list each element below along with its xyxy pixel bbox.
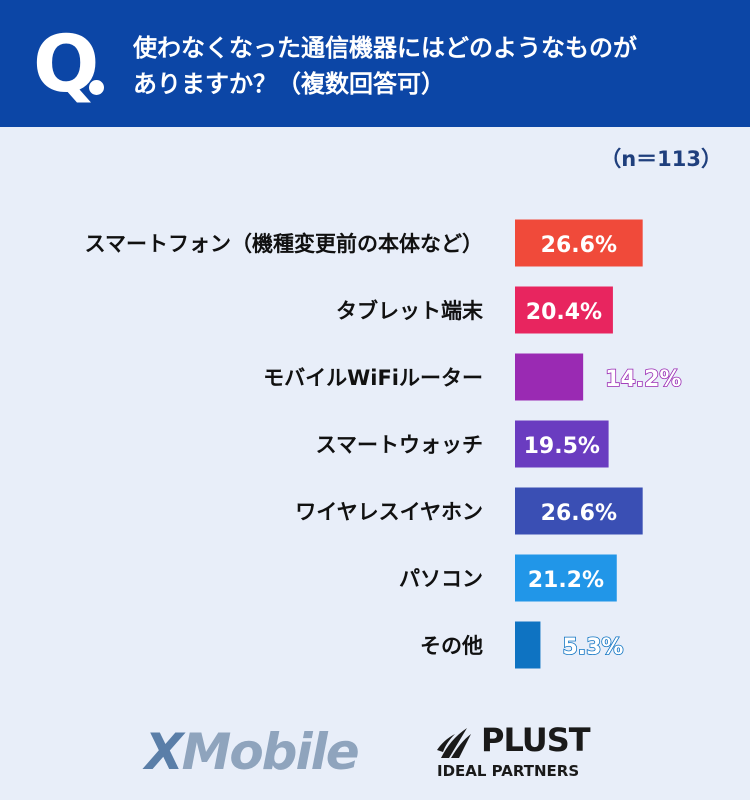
- plust-logo-name: PLUST: [481, 721, 591, 759]
- bar: [515, 621, 541, 669]
- value-label: 14.2%: [605, 367, 681, 392]
- category-label: ワイヤレスイヤホン: [295, 500, 483, 524]
- category-label: パソコン: [399, 567, 483, 591]
- xmobile-logo-text: Mobile: [181, 723, 360, 781]
- plust-leaf-icon: [437, 728, 471, 758]
- category-label: タブレット端末: [336, 299, 484, 323]
- plust-logo-subtitle: IDEAL PARTNERS: [437, 762, 580, 780]
- bar: [515, 286, 613, 334]
- category-label: モバイルWiFiルーター: [263, 366, 483, 390]
- bar: [515, 353, 584, 401]
- value-label: 20.4%: [526, 300, 602, 325]
- question-mark-dot: [89, 80, 104, 95]
- bar: [515, 487, 643, 535]
- bar: [515, 219, 643, 267]
- value-label: 19.5%: [524, 434, 600, 459]
- value-label: 26.6%: [541, 233, 617, 258]
- question-mark-letter: Q: [33, 20, 100, 110]
- category-label: その他: [420, 634, 483, 658]
- value-label: 26.6%: [541, 501, 617, 526]
- question-text: 使わなくなった通信機器にはどのようなものが ありますか？（複数回答可）: [133, 30, 733, 102]
- bar: [515, 554, 617, 602]
- xmobile-logo: XMobile: [145, 723, 360, 781]
- category-label: スマートフォン（機種変更前の本体など）: [85, 232, 483, 256]
- question-header: Q 使わなくなった通信機器にはどのようなものが ありますか？（複数回答可）: [0, 0, 750, 127]
- value-label: 5.3%: [562, 635, 623, 660]
- question-line-1: 使わなくなった通信機器にはどのようなものが: [133, 34, 637, 62]
- bar-chart: スマートフォン（機種変更前の本体など） 26.6% タブレット端末 20.4% モバイル…: [85, 219, 682, 669]
- bar: [515, 420, 609, 468]
- sample-size-label: （n＝113）: [600, 147, 722, 171]
- category-label: スマートウォッチ: [316, 433, 483, 457]
- xmobile-logo-x: X: [145, 723, 184, 781]
- value-label: 21.2%: [528, 568, 604, 593]
- question-line-2: ありますか？（複数回答可）: [133, 70, 445, 98]
